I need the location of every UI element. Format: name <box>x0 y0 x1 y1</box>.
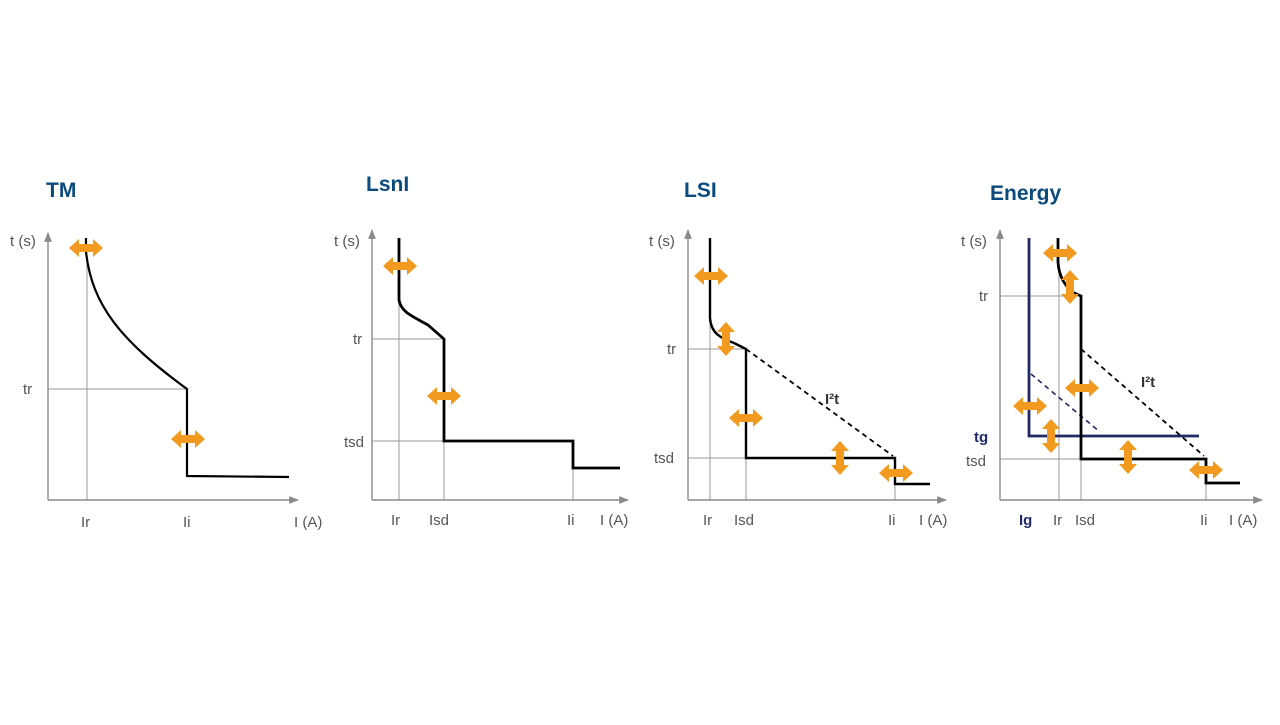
x-tick-label: Ii <box>183 514 191 531</box>
x-tick-label: Ii <box>888 512 896 529</box>
ground-i2t-dashed-line <box>1030 373 1101 433</box>
x-tick-label: Ii <box>567 512 575 529</box>
y-tick-label: tr <box>23 381 32 398</box>
x-tick-label: Ir <box>703 512 712 529</box>
i2t-label: I²t <box>1141 374 1155 391</box>
x-tick-label: Isd <box>1075 512 1095 529</box>
panel-lsi: LSI t (s) I (A) tr tsd Ir Isd Ii I²t <box>649 179 947 529</box>
double-arrow-horizontal-icon <box>1043 244 1077 262</box>
y-tick-label: tsd <box>966 453 986 470</box>
double-arrow-vertical-icon <box>717 322 735 356</box>
y-axis-label: t (s) <box>649 233 675 250</box>
y-tick-label: tr <box>667 341 676 358</box>
x-tick-label: Ir <box>391 512 400 529</box>
x-tick-label: Ir <box>1053 512 1062 529</box>
panel-lsni: LsnI t (s) I (A) tr tsd Ir Isd Ii <box>334 173 629 529</box>
x-axis-label: I (A) <box>1229 512 1257 529</box>
panel-tm: TM t (s) I (A) tr Ir Ii <box>10 179 322 531</box>
double-arrow-vertical-icon <box>1061 270 1079 304</box>
x-tick-label: Ir <box>81 514 90 531</box>
y-tick-label: tsd <box>654 450 674 467</box>
panel-title: Energy <box>990 182 1062 205</box>
y-tick-label: tr <box>979 288 988 305</box>
x-tick-label-ground: Ig <box>1019 512 1032 529</box>
trip-curve <box>84 238 290 479</box>
x-tick-label: Isd <box>429 512 449 529</box>
y-tick-label-ground: tg <box>974 429 988 446</box>
trip-curve <box>1056 238 1240 485</box>
panel-title: LsnI <box>366 173 409 196</box>
y-tick-label: tr <box>353 331 362 348</box>
x-axis-label: I (A) <box>919 512 947 529</box>
y-axis-label: t (s) <box>961 233 987 250</box>
trip-curve <box>397 238 620 470</box>
y-tick-label: tsd <box>344 434 364 451</box>
y-axis-label: t (s) <box>10 233 36 250</box>
y-axis-label: t (s) <box>334 233 360 250</box>
ground-fault-curve <box>1027 238 1199 438</box>
i2t-label: I²t <box>825 391 839 408</box>
panel-title: TM <box>46 179 76 202</box>
double-arrow-vertical-icon <box>1119 440 1137 474</box>
i2t-dashed-line <box>745 348 894 457</box>
i2t-dashed-line <box>1080 348 1205 457</box>
x-tick-label: Ii <box>1200 512 1208 529</box>
x-axis-label: I (A) <box>600 512 628 529</box>
panel-energy: Energy t (s) I (A) tr tg tsd Ig Ir Isd I… <box>961 182 1263 529</box>
x-axis-label: I (A) <box>294 514 322 531</box>
trip-curve <box>708 238 930 486</box>
x-tick-label: Isd <box>734 512 754 529</box>
panel-title: LSI <box>684 179 717 202</box>
